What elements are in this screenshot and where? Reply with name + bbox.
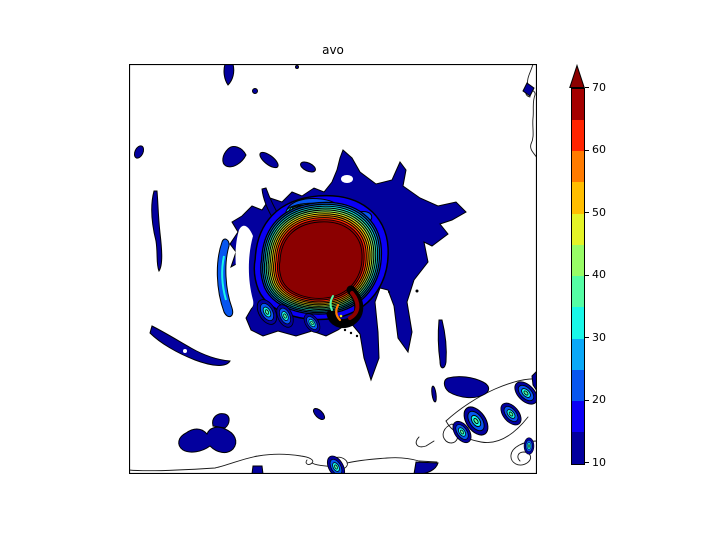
colorbar-segment (572, 432, 584, 464)
colorbar-tick (585, 337, 589, 338)
plot-title: avo (322, 43, 344, 57)
colorbar-extend-triangle (569, 64, 585, 88)
colorbar-segment (572, 119, 584, 151)
colorbar-tick-label: 40 (592, 268, 606, 281)
bottom-butterfly-blob (178, 426, 237, 454)
colorbar-tick-label: 70 (592, 80, 606, 94)
colorbar-segment (572, 307, 584, 339)
colorbar-tick (585, 212, 589, 213)
colorbar-tick-label: 20 (592, 393, 606, 406)
colorbar-bar (571, 87, 585, 465)
axes-frame (129, 64, 537, 474)
colorbar-tick (585, 274, 589, 276)
coastline-island-arc (445, 378, 537, 422)
colorbar-segment (572, 276, 584, 308)
colorbar-segment (572, 151, 584, 183)
colorbar-segment (572, 338, 584, 370)
core-hook-tail (326, 285, 364, 329)
colorbar-tick (585, 149, 589, 151)
colorbar-tick-label: 50 (592, 205, 606, 219)
colorbar-tick-label: 60 (592, 143, 606, 156)
contour-map (129, 64, 537, 474)
coastline-bottom (129, 453, 314, 472)
colorbar-tick-label: 30 (592, 330, 606, 344)
left-filament (151, 190, 163, 273)
southwest-arc (149, 325, 231, 366)
colorbar-segment (572, 244, 584, 276)
colorbar-segment (572, 401, 584, 433)
colorbar-segment (572, 182, 584, 214)
colorbar-tick (585, 462, 589, 463)
colorbar-segment (572, 369, 584, 401)
colorbar-segment (572, 88, 584, 120)
eyewall-rings (259, 201, 383, 315)
colorbar-tick-label: 10 (592, 455, 606, 469)
colorbar-segment (572, 213, 584, 245)
colorbar: 70 60 50 40 30 20 10 (563, 64, 643, 504)
colorbar-tick (585, 87, 589, 88)
colorbar-tick (585, 399, 589, 401)
coastline-curl (510, 440, 537, 466)
